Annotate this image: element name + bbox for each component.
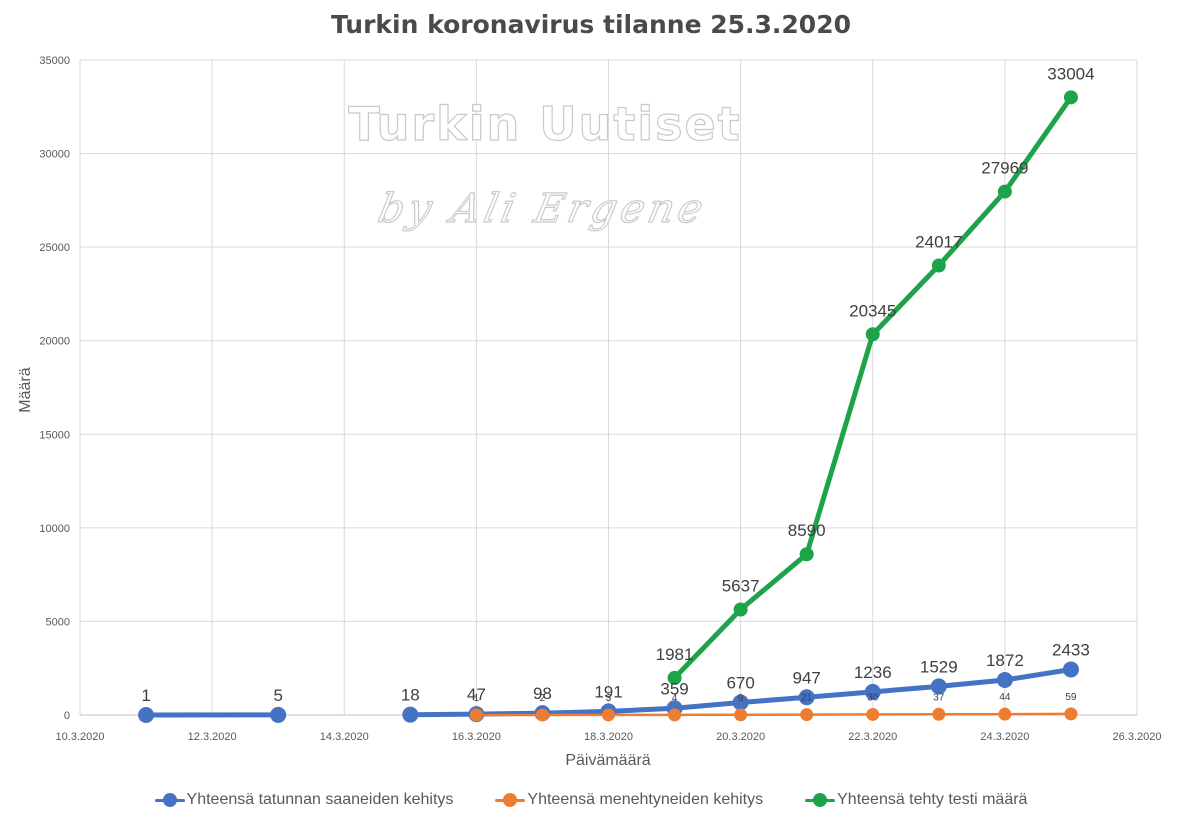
watermark-title: Turkin Uutiset bbox=[348, 97, 741, 151]
legend-item-deaths[interactable]: Yhteensä menehtyneiden kehitys bbox=[495, 790, 763, 810]
data-point bbox=[800, 708, 814, 722]
data-point bbox=[138, 706, 155, 723]
legend-marker bbox=[813, 793, 828, 807]
data-label: 30 bbox=[867, 692, 879, 703]
data-point bbox=[997, 184, 1012, 199]
data-label: 3 bbox=[606, 693, 612, 704]
data-point bbox=[864, 683, 881, 700]
y-tick-label: 5000 bbox=[46, 616, 70, 628]
data-label: 1872 bbox=[986, 651, 1024, 670]
data-point bbox=[799, 547, 814, 562]
x-axis-label: Päivämäärä bbox=[565, 752, 650, 769]
y-tick-label: 0 bbox=[64, 710, 70, 722]
x-tick-label: 14.3.2020 bbox=[320, 731, 369, 743]
y-tick-label: 25000 bbox=[39, 242, 70, 254]
x-tick-label: 12.3.2020 bbox=[188, 731, 237, 743]
data-label: 47 bbox=[467, 685, 486, 704]
data-point bbox=[1062, 661, 1079, 678]
data-label: 44 bbox=[999, 692, 1011, 703]
legend-label-cases: Yhteensä tatunnan saaneiden kehitys bbox=[186, 791, 454, 808]
watermark: Turkin Uutiset by Ali Ergene bbox=[348, 96, 741, 232]
series-layer bbox=[138, 90, 1079, 723]
data-label: 24017 bbox=[915, 233, 962, 252]
data-label: 1981 bbox=[656, 645, 694, 664]
data-label: 20345 bbox=[849, 301, 896, 320]
legend-swatch-deaths-icon bbox=[495, 790, 526, 810]
data-point bbox=[931, 258, 946, 273]
data-point bbox=[469, 708, 483, 722]
data-label: 1529 bbox=[920, 657, 958, 676]
series-line bbox=[475, 712, 1073, 717]
x-tick-label: 22.3.2020 bbox=[848, 731, 897, 743]
data-label: 59 bbox=[1065, 692, 1077, 703]
y-tick-label: 30000 bbox=[39, 149, 70, 161]
legend-marker bbox=[162, 793, 177, 807]
data-point bbox=[998, 707, 1012, 721]
series-1 bbox=[469, 707, 1078, 722]
data-label: 191 bbox=[594, 682, 622, 701]
grid-layer bbox=[79, 59, 1138, 716]
x-tick-label: 24.3.2020 bbox=[980, 731, 1029, 743]
y-tick-label: 20000 bbox=[39, 336, 70, 348]
data-label: 18 bbox=[401, 686, 420, 705]
data-point bbox=[1064, 707, 1078, 721]
data-label: 670 bbox=[726, 673, 754, 692]
data-point bbox=[734, 708, 748, 722]
line-chart: 0 5000 10000 15000 20000 25000 30000 35000 10.3.… bbox=[17, 55, 1162, 769]
data-label: 1 bbox=[474, 693, 480, 704]
legend-label-deaths: Yhteensä menehtyneiden kehitys bbox=[527, 791, 764, 808]
legend-item-tests[interactable]: Yhteensä tehty testi määrä bbox=[805, 790, 1027, 810]
data-label: 9 bbox=[738, 693, 744, 704]
data-point bbox=[798, 689, 815, 706]
data-point bbox=[667, 670, 682, 685]
legend-marker bbox=[503, 793, 518, 807]
data-point bbox=[996, 671, 1013, 688]
data-point bbox=[270, 706, 287, 723]
data-labels: 1 5 18 47 98 191 359 670 947 1236 1529 187224331981… bbox=[141, 64, 1094, 705]
x-tick-label: 26.3.2020 bbox=[1113, 731, 1162, 743]
data-label: 2 bbox=[540, 693, 546, 704]
data-point bbox=[732, 694, 749, 711]
data-point bbox=[602, 708, 615, 722]
series-2 bbox=[667, 90, 1078, 685]
x-tick-label: 10.3.2020 bbox=[56, 731, 105, 743]
data-point bbox=[866, 707, 880, 721]
data-label: 1 bbox=[141, 686, 150, 705]
x-tick-label: 16.3.2020 bbox=[452, 731, 501, 743]
data-label: 359 bbox=[660, 679, 688, 698]
data-point bbox=[733, 602, 748, 617]
legend-label-tests: Yhteensä tehty testi määrä bbox=[837, 791, 1028, 808]
legend-item-cases[interactable]: Yhteensä tatunnan saaneiden kehitys bbox=[154, 790, 454, 810]
data-label: 947 bbox=[793, 668, 821, 687]
data-point bbox=[668, 708, 682, 722]
data-label: 33004 bbox=[1047, 64, 1094, 83]
y-tick-label: 10000 bbox=[39, 523, 70, 535]
y-axis-label: Määrä bbox=[17, 367, 34, 412]
data-label: 1236 bbox=[854, 663, 892, 682]
watermark-byline: by Ali Ergene bbox=[374, 184, 711, 231]
data-point bbox=[930, 678, 947, 695]
data-point bbox=[865, 327, 880, 342]
data-label: 5 bbox=[273, 686, 282, 705]
data-label: 98 bbox=[533, 684, 552, 703]
legend: Yhteensä tatunnan saaneiden kehitys Yhte… bbox=[0, 790, 1182, 810]
data-label: 21 bbox=[801, 693, 813, 704]
data-point bbox=[402, 706, 419, 723]
data-point bbox=[932, 707, 946, 721]
data-point bbox=[535, 708, 549, 722]
data-label: 37 bbox=[933, 692, 945, 703]
data-label: 2433 bbox=[1052, 640, 1090, 659]
x-tick-label: 20.3.2020 bbox=[716, 731, 765, 743]
y-tick-label: 35000 bbox=[39, 55, 70, 67]
chart-title: Turkin koronavirus tilanne 25.3.2020 bbox=[331, 10, 851, 39]
data-label: 8590 bbox=[788, 521, 826, 540]
data-label: 5637 bbox=[722, 577, 760, 596]
y-tick-label: 15000 bbox=[39, 429, 70, 441]
data-label: 4 bbox=[672, 693, 678, 704]
legend-swatch-tests-icon bbox=[805, 790, 836, 810]
legend-swatch-cases-icon bbox=[154, 790, 185, 810]
data-label: 27969 bbox=[981, 159, 1028, 178]
x-tick-label: 18.3.2020 bbox=[584, 731, 633, 743]
data-point bbox=[1063, 90, 1078, 105]
